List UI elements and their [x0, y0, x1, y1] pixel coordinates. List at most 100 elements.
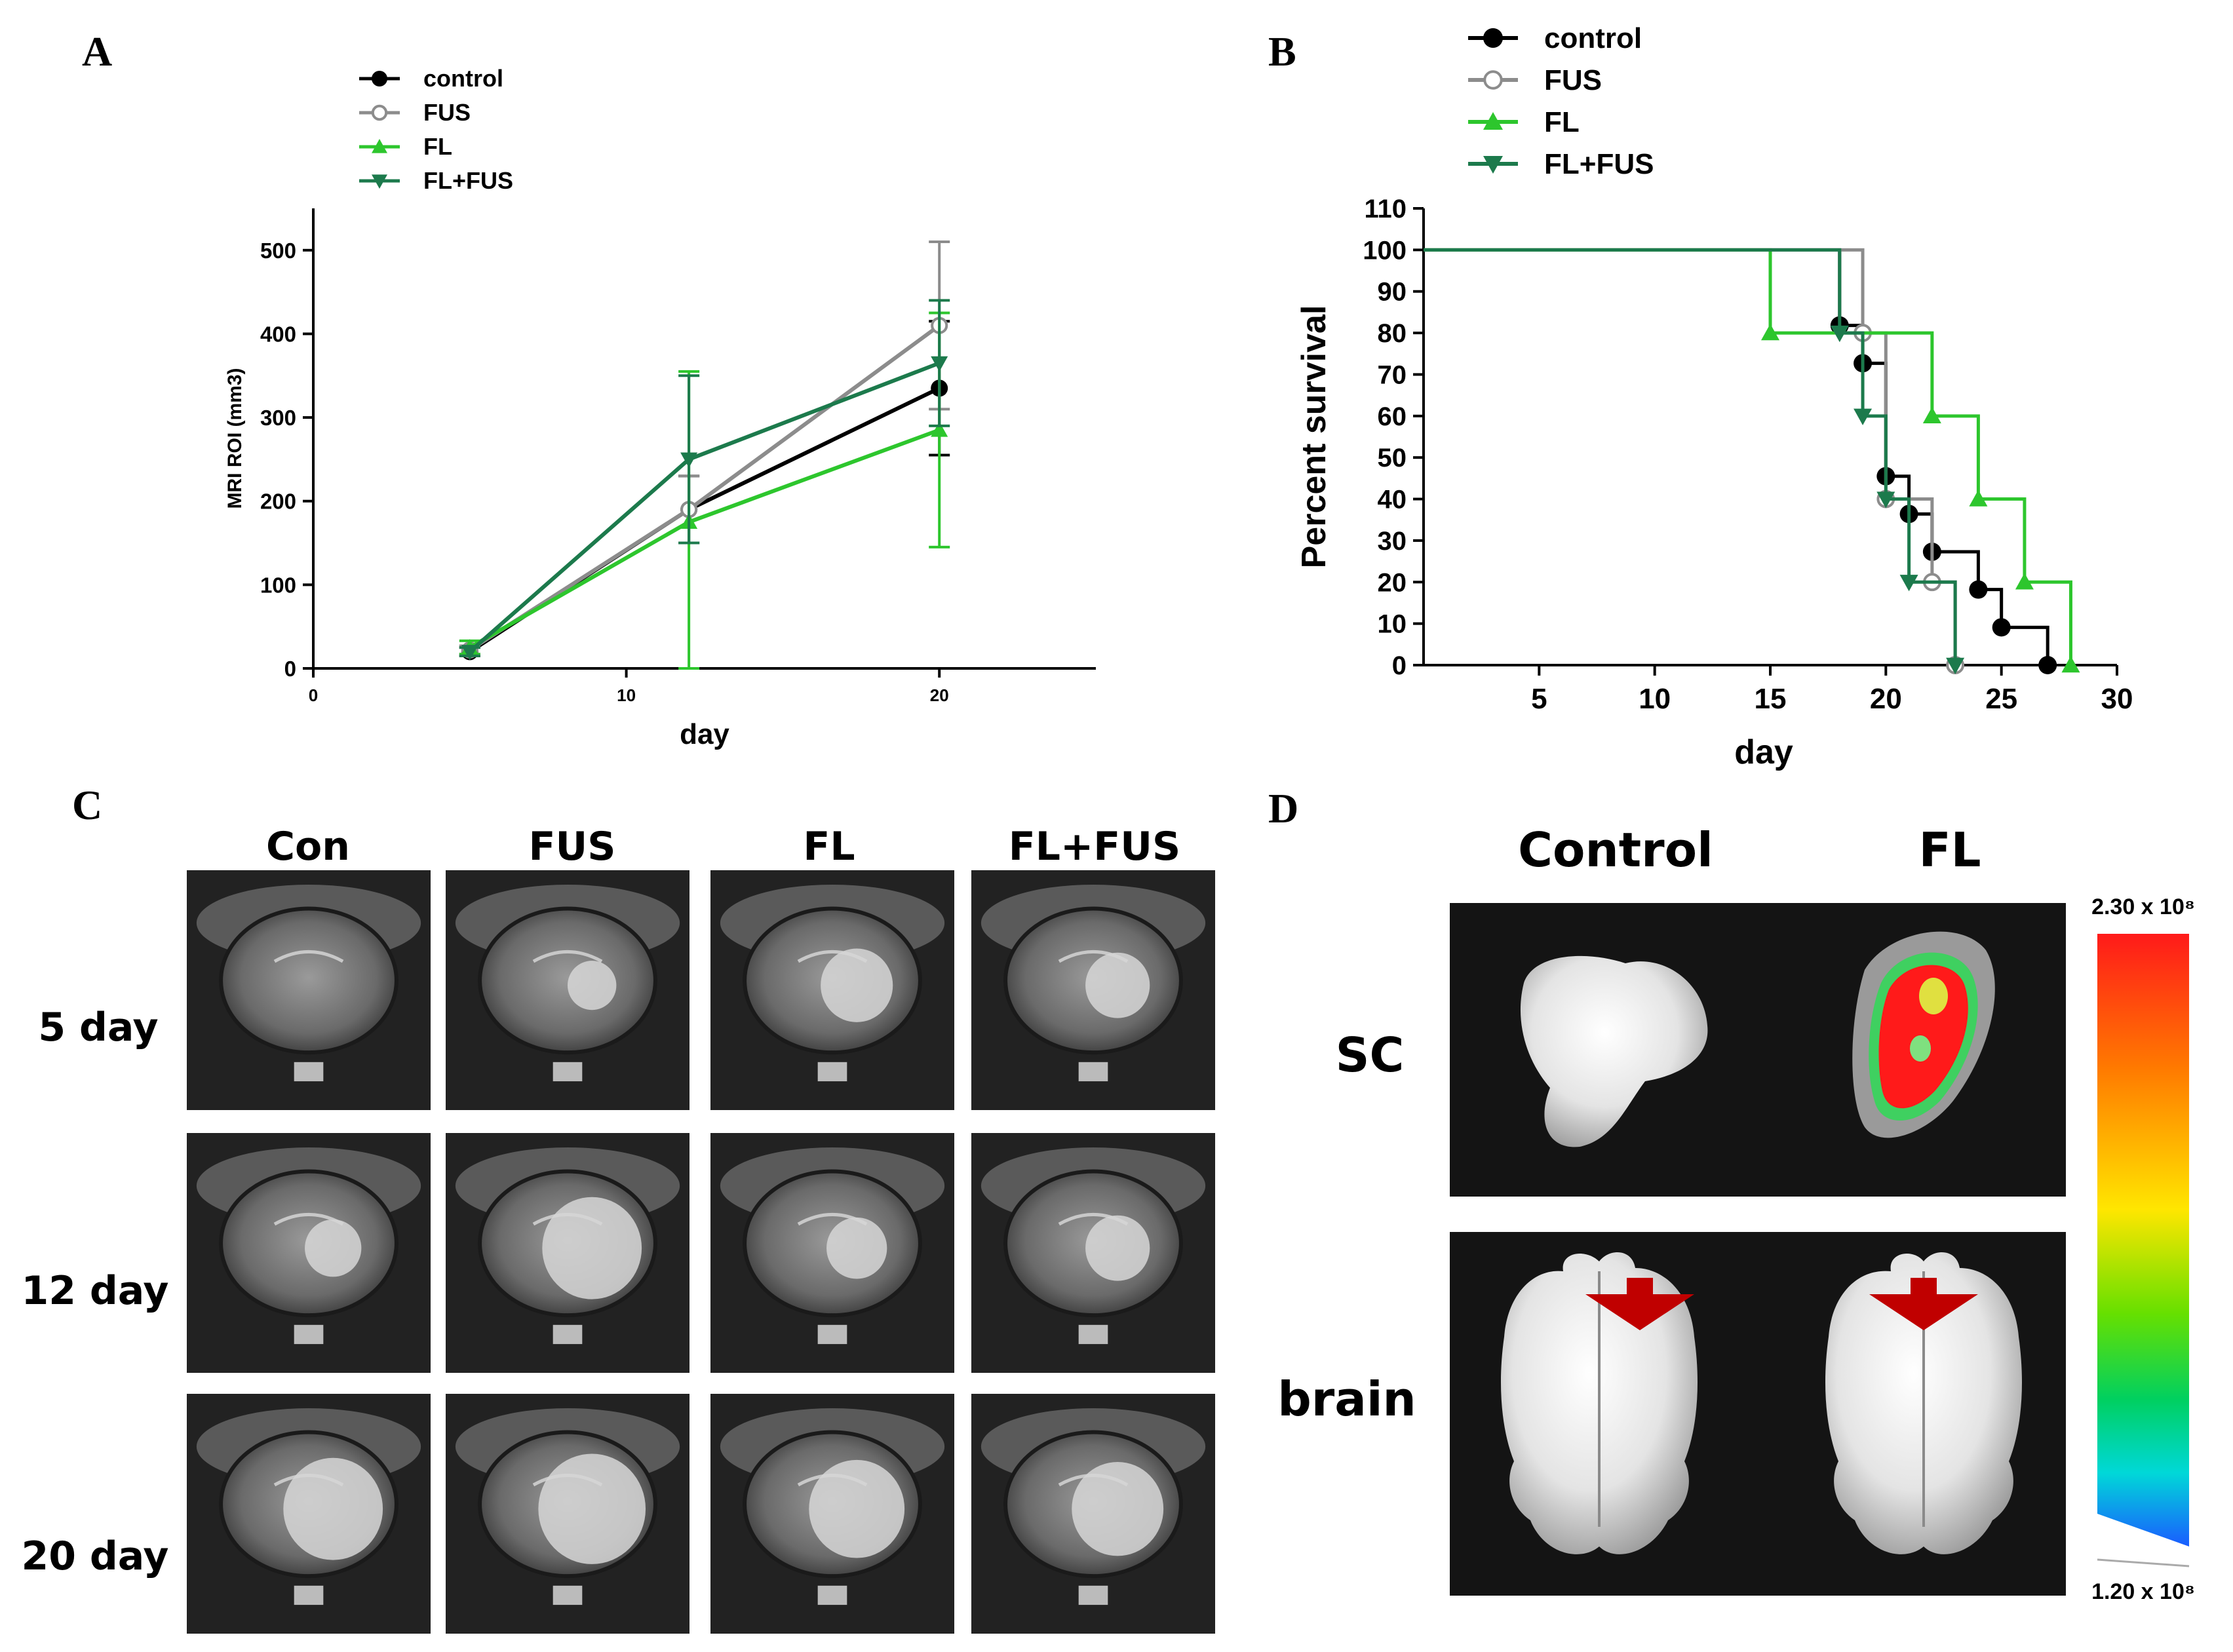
mri-brainstem-marker	[294, 1324, 324, 1345]
chart-b-point-fl	[2061, 656, 2080, 673]
mri-brainstem-marker	[294, 1585, 324, 1605]
chart-b-point-fl-fus	[1876, 491, 1895, 509]
mri-row-label-5-day: 5 day	[38, 1005, 158, 1050]
imaging-col-label-fl: FL	[1918, 822, 1981, 877]
chart-a-x-tick-label: 10	[617, 685, 636, 705]
chart-b-y-tick-label: 40	[1378, 486, 1407, 514]
panel-c-mri-grid: Con FUS FL FL+FUS 5 day 12 day 20 day	[21, 824, 1215, 1634]
chart-a-legend-label-fus: FUS	[423, 99, 471, 126]
panel-d-imaging: Control FL SC brain 2.30 x 10⁸ 1.20 x 10…	[1277, 822, 2195, 1604]
chart-b-legend-label-fus: FUS	[1544, 64, 1602, 96]
chart-b-y-tick-label: 70	[1378, 360, 1407, 389]
chart-b-y-tick-label: 50	[1378, 444, 1407, 472]
mri-brainstem-marker	[1078, 1585, 1108, 1605]
chart-a-y-axis-title: MRI ROI (mm3)	[224, 368, 246, 509]
chart-b-y-tick-label: 20	[1378, 568, 1407, 597]
chart-a-point-fl-fus	[931, 356, 948, 372]
chart-a-legend-marker-fus	[371, 104, 388, 121]
panel-letter-a: A	[82, 28, 112, 75]
chart-a-legend-marker-fl-fus	[372, 174, 387, 189]
chart-a-line-fus	[469, 324, 941, 652]
mri-tiles	[187, 870, 1215, 1634]
mri-row-label-12-day: 12 day	[21, 1268, 168, 1314]
chart-b-legend-marker-fus	[1483, 70, 1503, 90]
mri-brainstem-marker	[294, 1062, 324, 1082]
chart-a-line-control	[469, 386, 941, 653]
mri-brain-section	[219, 906, 398, 1055]
chart-b-curve-fus	[1424, 248, 1957, 665]
mri-brainstem-marker	[553, 1585, 583, 1605]
chart-b-x-tick-label: 25	[1985, 683, 2017, 715]
colorbar-max-label: 2.30 x 10⁸	[2091, 894, 2195, 919]
chart-a-line-fl	[469, 428, 941, 649]
chart-b-point-fl	[1969, 490, 1988, 507]
signal-spot-yellow	[1919, 978, 1948, 1014]
panel-letter-c: C	[72, 782, 102, 828]
mri-tumor-region	[538, 1453, 646, 1564]
mri-tumor-region	[305, 1219, 362, 1277]
chart-b-legend-label-fl-fus: FL+FUS	[1544, 148, 1654, 180]
chart-a-y-tick-label: 0	[284, 657, 296, 681]
chart-b-legend-label-fl: FL	[1544, 106, 1580, 138]
chart-a-tumor-volume: 0 100 200 300 400 500 0 10 20 day MRI ROI (mm3) con…	[224, 65, 1096, 750]
mri-brainstem-marker	[1078, 1062, 1108, 1082]
mri-tumor-region	[1072, 1461, 1164, 1556]
mri-brainstem-marker	[553, 1324, 583, 1345]
mri-brainstem-marker	[817, 1585, 847, 1605]
imaging-row-label-sc: SC	[1336, 1028, 1405, 1083]
mri-brainstem-marker	[1078, 1324, 1108, 1345]
imaging-row-label-brain: brain	[1277, 1372, 1416, 1427]
chart-a-legend-label-fl: FL	[423, 133, 452, 160]
chart-b-point-fl	[2015, 573, 2034, 590]
mri-ventricle	[273, 950, 344, 963]
panel-letter-b: B	[1268, 28, 1296, 75]
chart-b-legend-label-control: control	[1544, 22, 1642, 54]
chart-b-y-tick-label: 30	[1378, 527, 1407, 556]
chart-a-x-tick-label: 0	[309, 685, 318, 705]
mri-tumor-region	[1085, 952, 1150, 1018]
mri-brainstem-marker	[817, 1324, 847, 1345]
chart-a-legend-label-fl-fus: FL+FUS	[423, 167, 513, 194]
sc-tumor-control	[1520, 955, 1708, 1147]
colorbar-bottom-mask	[2097, 1514, 2189, 1546]
mri-col-label-fl-fus: FL+FUS	[1009, 824, 1180, 870]
colorbar-baseline	[2097, 1558, 2190, 1567]
chart-b-legend-marker-control	[1483, 28, 1503, 48]
chart-b-legend-marker-fl	[1483, 112, 1503, 130]
chart-b-point-control	[1992, 618, 2011, 637]
imaging-col-label-control: Control	[1518, 822, 1713, 877]
chart-a-y-tick-label: 200	[260, 490, 296, 514]
mri-tumor-region	[821, 948, 893, 1022]
chart-b-point-fl	[1761, 324, 1779, 341]
chart-b-y-tick-label: 100	[1363, 236, 1407, 265]
mri-tumor-region	[809, 1459, 905, 1558]
chart-b-x-tick-label: 30	[2101, 683, 2133, 715]
chart-a-legend-label-control: control	[423, 65, 503, 92]
chart-b-curve-fl-fus	[1424, 248, 1957, 665]
chart-b-legend-marker-fl-fus	[1483, 156, 1503, 174]
chart-b-y-tick-label: 60	[1378, 402, 1407, 431]
chart-a-point-fl	[931, 421, 948, 437]
chart-a-legend-marker-fl	[372, 139, 387, 153]
chart-b-point-fl-fus	[1899, 575, 1918, 592]
chart-b-point-fl-fus	[1946, 657, 1965, 674]
mri-tumor-region	[542, 1197, 642, 1299]
chart-b-x-axis-title: day	[1734, 733, 1793, 771]
chart-b-x-tick-label: 20	[1870, 683, 1902, 715]
mri-tumor-region	[1085, 1215, 1150, 1281]
chart-b-point-fl-fus	[1854, 408, 1873, 425]
chart-b-point-fl-fus	[1830, 325, 1849, 343]
chart-b-x-tick-label: 5	[1531, 683, 1547, 715]
chart-b-y-tick-label: 90	[1378, 278, 1407, 307]
tumor-arrow-fl	[1869, 1278, 1978, 1330]
chart-a-y-tick-label: 500	[260, 239, 296, 263]
chart-a-legend-marker-control	[372, 71, 387, 86]
mri-tumor-region	[568, 961, 617, 1010]
mri-col-label-fl: FL	[803, 824, 855, 870]
tumor-arrow-control	[1585, 1278, 1694, 1330]
chart-a-point-fl-fus	[680, 452, 698, 468]
chart-a-y-tick-label: 300	[260, 406, 296, 430]
mri-brain-section	[478, 906, 657, 1055]
